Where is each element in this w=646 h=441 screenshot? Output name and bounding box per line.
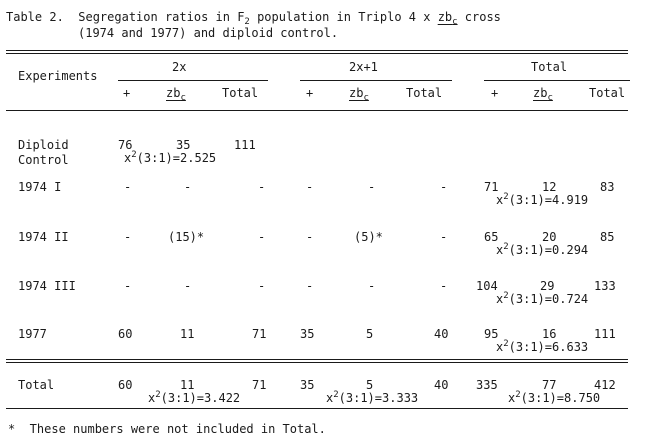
spanner-2x: [118, 80, 268, 81]
top-rule-2: [6, 53, 628, 54]
row-diploid-label1: Diploid: [18, 138, 69, 152]
cell-total-tot-zbc: 77: [542, 378, 557, 392]
subheader-total-plus: +: [491, 86, 499, 100]
cell-1974-i-tot-plus: 71: [484, 180, 499, 194]
cell-total-2x-plus: 60: [118, 378, 133, 392]
cell-total-2x1-plus: 35: [300, 378, 315, 392]
subheader-2x-plus: +: [123, 86, 131, 100]
table-label: Table 2.: [6, 10, 64, 24]
header-experiments: Experiments: [18, 69, 98, 83]
diploid-chi-square: x2(3:1)=2.525: [124, 150, 217, 166]
cell-1974-ii-tot-zbc: 20: [542, 230, 557, 244]
cell-1977-2x-zbc: 11: [180, 327, 195, 341]
chi-total-2x1: x2(3:1)=3.333: [326, 390, 419, 406]
row-total-label: Total: [18, 378, 55, 392]
cell-total-tot-total: 412: [594, 378, 616, 392]
cell-1977-tot-zbc: 16: [542, 327, 557, 341]
subheader-2x1-plus: +: [306, 86, 314, 100]
cell-1974-ii-tot-plus: 65: [484, 230, 499, 244]
cell-total-2x-total: 71: [252, 378, 267, 392]
cell-1974-i-c4: -: [306, 180, 314, 194]
subheader-2x-total: Total: [222, 86, 259, 100]
chi-1974-iii: x2(3:1)=0.724: [496, 291, 589, 307]
chi-1974-ii: x2(3:1)=0.294: [496, 242, 589, 258]
header-rule: [6, 110, 628, 111]
subheader-total-zbc: zbc: [533, 86, 553, 103]
chi-1974-i: x2(3:1)=4.919: [496, 192, 589, 208]
cell-1974-ii-c5: (5)*: [354, 230, 383, 244]
chi-total-total: x2(3:1)=8.750: [508, 390, 601, 406]
caption-subscript: 2: [244, 17, 250, 27]
cell-1974-i-c1: -: [124, 180, 132, 194]
cell-1974-i-c5: -: [368, 180, 376, 194]
subheader-2x1-zbc: zbc: [349, 86, 369, 103]
cell-1974-i-tot-total: 83: [600, 180, 615, 194]
cell-total-2x1-total: 40: [434, 378, 449, 392]
cell-1977-2x-plus: 60: [118, 327, 133, 341]
header-group-total: Total: [531, 60, 568, 74]
footnote: * These numbers were not included in Tot…: [8, 422, 326, 436]
cell-1974-ii-tot-total: 85: [600, 230, 615, 244]
cell-1977-2x1-plus: 35: [300, 327, 315, 341]
cell-1974-ii-c4: -: [306, 230, 314, 244]
cell-1974-ii-c2: (15)*: [168, 230, 205, 244]
caption-gene: zbc: [437, 10, 458, 27]
header-group-2x: 2x: [172, 60, 187, 74]
cell-1974-i-c3: -: [258, 180, 266, 194]
row-diploid-label2: Control: [18, 153, 69, 167]
diploid-zbc: 35: [176, 138, 191, 152]
subheader-2x1-total: Total: [406, 86, 443, 100]
row-1974-iii-label: 1974 III: [18, 279, 76, 293]
table-caption-line2: (1974 and 1977) and diploid control.: [78, 26, 339, 40]
subheader-2x-zbc: zbc: [166, 86, 186, 103]
row-1977-label: 1977: [18, 327, 47, 341]
cell-1974-i-c6: -: [440, 180, 448, 194]
cell-1974-iii-c2: -: [184, 279, 192, 293]
row-1974-i-label: 1974 I: [18, 180, 62, 194]
header-group-2x1: 2x+1: [349, 60, 378, 74]
total-top-rule-1: [6, 359, 628, 360]
spanner-2x1: [300, 80, 452, 81]
chi-1977: x2(3:1)=6.633: [496, 339, 589, 355]
cell-1974-ii-c1: -: [124, 230, 132, 244]
cell-1974-ii-c6: -: [440, 230, 448, 244]
cell-1977-2x1-total: 40: [434, 327, 449, 341]
cell-total-2x1-zbc: 5: [366, 378, 374, 392]
cell-total-tot-plus: 335: [476, 378, 498, 392]
subheader-total-total: Total: [589, 86, 626, 100]
diploid-plus: 76: [118, 138, 133, 152]
table-caption-line1: Table 2. Segregation ratios in F2 popula…: [6, 10, 501, 27]
spanner-total: [484, 80, 630, 81]
row-1974-ii-label: 1974 II: [18, 230, 69, 244]
cell-1977-tot-plus: 95: [484, 327, 499, 341]
cell-1974-iii-c1: -: [124, 279, 132, 293]
cell-1974-iii-tot-total: 133: [594, 279, 616, 293]
caption-text-mid: population in Triplo 4 x: [249, 10, 438, 24]
cell-1974-iii-c4: -: [306, 279, 314, 293]
cell-1974-iii-c3: -: [258, 279, 266, 293]
cell-1974-iii-tot-zbc: 29: [540, 279, 555, 293]
cell-total-2x-zbc: 11: [180, 378, 195, 392]
cell-1977-tot-total: 111: [594, 327, 616, 341]
bottom-rule: [6, 408, 628, 409]
cell-1977-2x1-zbc: 5: [366, 327, 374, 341]
cell-1974-i-c2: -: [184, 180, 192, 194]
cell-1974-iii-c6: -: [440, 279, 448, 293]
top-rule-1: [6, 50, 628, 51]
caption-text-post: cross: [457, 10, 501, 24]
cell-1974-i-tot-zbc: 12: [542, 180, 557, 194]
chi-total-2x: x2(3:1)=3.422: [148, 390, 241, 406]
cell-1974-iii-c5: -: [368, 279, 376, 293]
diploid-total: 111: [234, 138, 256, 152]
caption-text: Segregation ratios in F: [78, 10, 245, 24]
cell-1977-2x-total: 71: [252, 327, 267, 341]
cell-1974-ii-c3: -: [258, 230, 266, 244]
total-top-rule-2: [6, 362, 628, 363]
cell-1974-iii-tot-plus: 104: [476, 279, 498, 293]
